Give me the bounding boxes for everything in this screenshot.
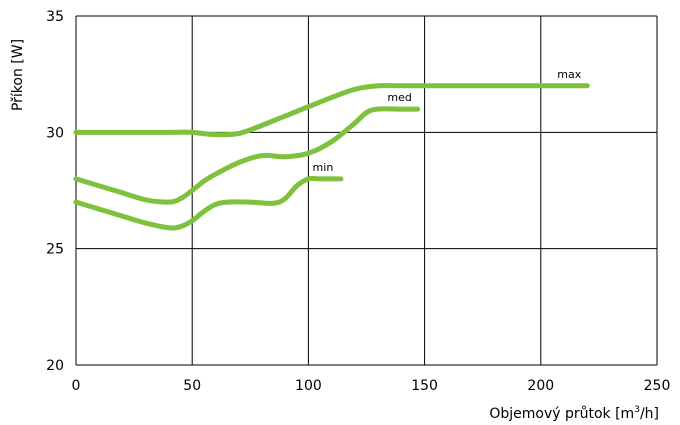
x-tick-label-100: 100 [295,378,322,394]
x-tick-label-0: 0 [72,378,81,394]
series-labels: max med min [313,68,582,174]
series-label-med: med [387,91,411,104]
x-tick-label-200: 200 [527,378,554,394]
tick-labels: 0 50 100 150 200 250 20 25 30 35 [46,9,670,394]
y-tick-label-20: 20 [46,358,64,374]
x-tick-label-250: 250 [644,378,671,394]
x-axis-label-prefix: Objemový průtok [m [489,406,634,422]
series-label-max: max [557,68,581,81]
x-axis-label-sup: 3 [634,405,640,415]
x-tick-label-50: 50 [183,378,201,394]
y-tick-label-35: 35 [46,9,64,25]
x-axis-label-suffix: /h] [640,406,659,422]
series-line-min [73,175,344,231]
y-tick-label-30: 30 [46,125,64,141]
x-axis-label: Objemový průtok [m3/h] [489,405,659,422]
y-tick-label-25: 25 [46,242,64,258]
series-label-min: min [313,161,334,174]
y-axis-label: Příkon [W] [10,39,26,111]
series-line-med [73,106,421,205]
series-layer [73,83,590,231]
x-tick-label-150: 150 [411,378,438,394]
grid [75,15,658,366]
series-line-max [73,83,590,138]
